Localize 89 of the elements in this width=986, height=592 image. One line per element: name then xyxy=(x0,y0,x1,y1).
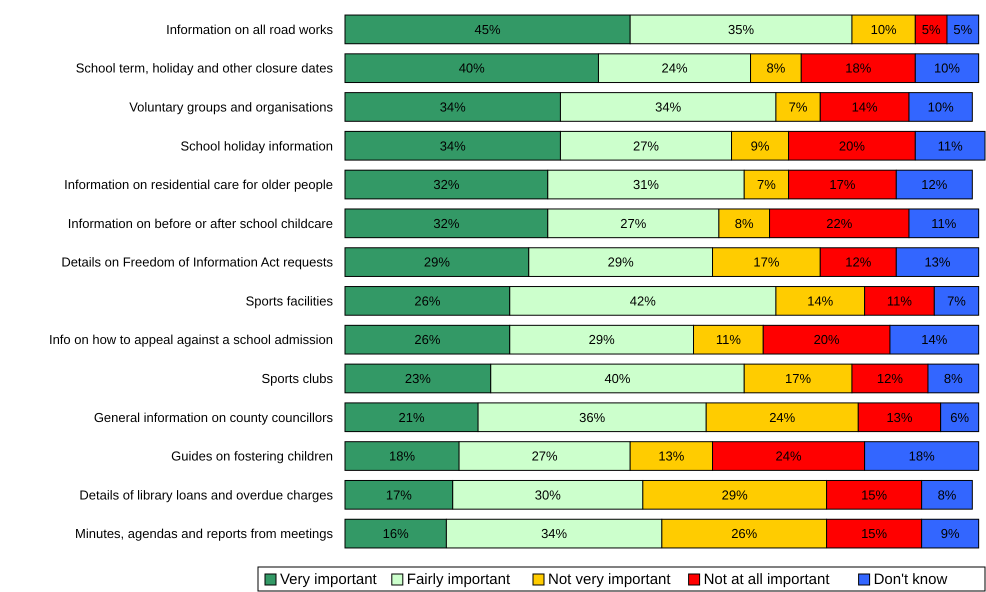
data-label: 11% xyxy=(931,216,957,231)
data-label: 20% xyxy=(838,138,866,154)
y-tick-label: Info on how to appeal against a school admission xyxy=(48,332,333,348)
y-tick-label: Information on all road works xyxy=(166,22,334,37)
y-tick-label: Information on residential care for older people xyxy=(64,177,333,192)
y-tick-label: Voluntary groups and organisations xyxy=(129,100,334,115)
y-tick-label: Sports clubs xyxy=(261,371,334,386)
data-label: 8% xyxy=(944,371,964,386)
data-label: 34% xyxy=(655,100,682,115)
data-label: 10% xyxy=(934,60,960,76)
data-label: 21% xyxy=(398,410,425,425)
data-label: 5% xyxy=(922,22,941,37)
data-label: 15% xyxy=(861,526,888,542)
data-label: 24% xyxy=(661,60,688,76)
data-label: 7% xyxy=(756,177,776,192)
data-label: 16% xyxy=(382,526,410,542)
data-label: 40% xyxy=(458,60,486,76)
y-tick-label: Details on Freedom of Information Act requests xyxy=(61,254,334,270)
data-label: 14% xyxy=(921,332,948,348)
data-label: 15% xyxy=(861,487,888,502)
data-label: 29% xyxy=(608,254,634,270)
y-tick-label: School holiday information xyxy=(180,138,333,154)
y-tick-label: Sports facilities xyxy=(246,293,334,308)
legend-label: Not at all important xyxy=(704,571,830,588)
data-label: 29% xyxy=(424,254,450,270)
data-label: 32% xyxy=(433,177,460,192)
data-label: 18% xyxy=(389,448,416,464)
data-label: 36% xyxy=(579,410,606,425)
data-label: 10% xyxy=(870,22,898,37)
data-label: 17% xyxy=(785,371,812,386)
y-tick-label: Details of library loans and overdue charges xyxy=(79,487,334,502)
data-label: 8% xyxy=(766,60,786,76)
data-label: 14% xyxy=(807,293,834,308)
y-tick-label: Guides on fostering children xyxy=(171,448,333,464)
data-label: 9% xyxy=(750,138,770,154)
y-tick-label: Information on before or after school childcare xyxy=(68,216,333,231)
data-label: 26% xyxy=(731,526,758,542)
data-label: 17% xyxy=(386,487,412,502)
data-label: 13% xyxy=(658,448,685,464)
data-label: 11% xyxy=(886,293,912,308)
data-label: 27% xyxy=(532,448,558,464)
data-label: 17% xyxy=(753,254,780,270)
data-label: 11% xyxy=(938,138,964,154)
data-label: 32% xyxy=(433,216,460,231)
legend-label: Fairly important xyxy=(406,571,511,588)
data-label: 22% xyxy=(826,216,853,231)
data-label: 10% xyxy=(928,100,954,115)
legend-label: Don't know xyxy=(874,571,948,588)
data-label: 13% xyxy=(924,254,951,270)
legend-label: Very important xyxy=(280,571,378,588)
data-label: 27% xyxy=(620,216,647,231)
data-label: 12% xyxy=(845,254,872,270)
data-label: 29% xyxy=(722,487,748,502)
data-label: 18% xyxy=(845,60,872,76)
data-label: 34% xyxy=(440,138,466,154)
data-label: 7% xyxy=(947,293,966,308)
data-label: 23% xyxy=(404,371,432,386)
y-tick-label: General information on county councillors xyxy=(94,410,334,425)
data-label: 5% xyxy=(953,22,973,37)
data-label: 11% xyxy=(716,332,742,348)
data-label: 12% xyxy=(876,371,904,386)
data-label: 34% xyxy=(440,100,466,115)
data-label: 35% xyxy=(728,22,754,37)
data-label: 24% xyxy=(769,410,796,425)
legend-label: Not very important xyxy=(548,571,672,588)
data-label: 27% xyxy=(632,138,660,154)
y-tick-label: School term, holiday and other closure dates xyxy=(76,60,334,76)
data-label: 7% xyxy=(788,100,808,115)
data-label: 30% xyxy=(534,487,562,502)
data-label: 8% xyxy=(938,487,957,502)
data-label: 8% xyxy=(734,216,754,231)
data-label: 9% xyxy=(940,526,960,542)
data-label: 26% xyxy=(414,293,441,308)
data-label: 17% xyxy=(829,177,856,192)
data-label: 26% xyxy=(414,332,441,348)
data-label: 14% xyxy=(852,100,878,115)
data-label: 20% xyxy=(814,332,840,348)
data-label: 40% xyxy=(604,371,631,386)
data-label: 34% xyxy=(541,526,568,542)
y-tick-label: Minutes, agendas and reports from meetings xyxy=(75,526,334,542)
data-label: 24% xyxy=(776,448,802,464)
data-label: 31% xyxy=(632,177,660,192)
data-label: 18% xyxy=(908,448,936,464)
data-label: 6% xyxy=(950,410,970,425)
data-label: 42% xyxy=(630,293,656,308)
data-label: 29% xyxy=(588,332,616,348)
data-label: 13% xyxy=(886,410,913,425)
data-label: 12% xyxy=(921,177,948,192)
data-label: 45% xyxy=(474,22,502,37)
